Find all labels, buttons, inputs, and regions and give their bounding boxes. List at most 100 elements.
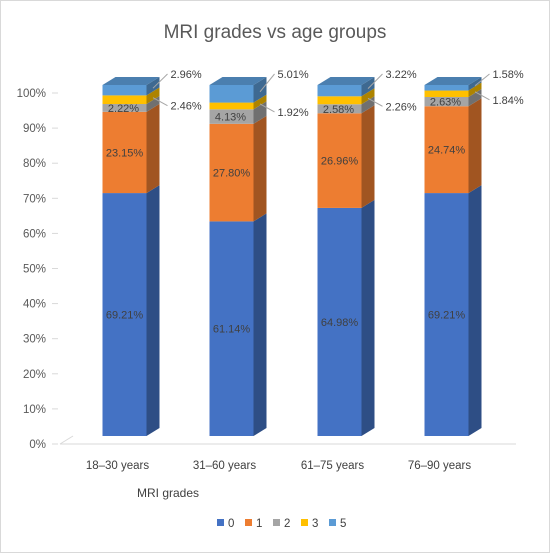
data-label: 27.80% xyxy=(213,168,251,180)
leader-line xyxy=(152,73,168,89)
bar-segment-0 xyxy=(209,221,254,436)
y-tick-label: 60% xyxy=(23,228,46,240)
bar-segment-1 xyxy=(209,123,254,222)
bar-segment-3 xyxy=(424,90,469,98)
bar-segment-side-3 xyxy=(253,94,267,110)
data-label: 2.63% xyxy=(430,97,461,109)
y-tick-label: 10% xyxy=(23,404,46,416)
bar-segment-0 xyxy=(424,193,469,436)
y-tick-label: 90% xyxy=(23,123,46,135)
bar-segment-side-3 xyxy=(468,82,482,98)
data-label: 1.84% xyxy=(493,95,524,107)
leader-line xyxy=(474,73,490,87)
leader-line xyxy=(259,73,275,93)
legend-label: 2 xyxy=(284,518,290,530)
bar-segment-side-0 xyxy=(253,213,267,436)
legend-swatch xyxy=(273,519,280,526)
bar-segment-3 xyxy=(209,102,254,110)
axis-lines xyxy=(59,435,516,445)
bar-segment-side-3 xyxy=(361,88,375,105)
data-label: 3.22% xyxy=(386,69,417,81)
bar-segment-side-5 xyxy=(468,77,482,91)
bar-segment-side-1 xyxy=(361,105,375,208)
bar-segment-side-5 xyxy=(146,77,160,96)
x-category-label: 18–30 years xyxy=(86,460,150,472)
data-label: 2.26% xyxy=(386,101,417,113)
floor-edge-left xyxy=(59,435,74,445)
bar-stack xyxy=(317,77,375,436)
data-label: 1.58% xyxy=(493,69,524,81)
bar-segment-side-0 xyxy=(146,185,160,436)
leader-line xyxy=(474,91,490,101)
data-label: 2.46% xyxy=(171,101,202,113)
data-label: 69.21% xyxy=(106,310,144,322)
bar-top-5 xyxy=(209,77,267,85)
x-category-label: 61–75 years xyxy=(301,460,365,472)
bar-segment-1 xyxy=(424,106,469,194)
bar-segment-2 xyxy=(424,97,469,107)
bar-segment-side-5 xyxy=(361,77,375,97)
y-tick-label: 0% xyxy=(29,439,46,451)
legend: 0 1 2 3 5 xyxy=(217,518,346,530)
bar-segment-side-3 xyxy=(146,87,160,105)
y-tick-label: 70% xyxy=(23,193,46,205)
bar-segment-side-2 xyxy=(253,101,267,124)
data-label: 69.21% xyxy=(428,310,466,322)
data-labels: 69.21% 23.15% 2.22% 2.46% 2.96% 61.14% 27.80% 4… xyxy=(106,69,524,336)
bar-segment-side-1 xyxy=(468,98,482,194)
x-axis-title: MRI grades xyxy=(137,486,199,500)
bar-segment-2 xyxy=(209,109,254,124)
x-axis-categories: 18–30 years 31–60 years 61–75 years 76–90 y… xyxy=(86,460,472,472)
bar-segment-1 xyxy=(102,111,147,194)
bar-segment-side-1 xyxy=(146,103,160,194)
y-tick-label: 30% xyxy=(23,334,46,346)
bar-segment-0 xyxy=(102,193,147,436)
bar-segment-side-0 xyxy=(361,199,375,436)
bars xyxy=(102,77,482,436)
bar-stack xyxy=(209,77,267,436)
legend-label: 3 xyxy=(312,518,318,530)
y-axis-ticks: 0% 10% 20% 30% 40% 50% 60% 70% 80% 90% 100% xyxy=(17,88,58,451)
bar-segment-side-0 xyxy=(468,185,482,436)
data-label: 5.01% xyxy=(278,69,309,81)
bar-segment-side-5 xyxy=(253,77,267,103)
x-category-label: 76–90 years xyxy=(408,460,472,472)
data-label: 23.15% xyxy=(106,147,144,159)
data-label: 24.74% xyxy=(428,145,466,157)
bar-segment-0 xyxy=(317,207,362,436)
bar-segment-3 xyxy=(102,95,147,105)
y-tick-label: 40% xyxy=(23,299,46,311)
bar-top-5 xyxy=(102,77,160,85)
chart-title: MRI grades vs age groups xyxy=(164,22,387,43)
bar-segment-3 xyxy=(317,96,362,105)
legend-swatch xyxy=(245,519,252,526)
data-label: 2.58% xyxy=(323,104,354,116)
y-tick-label: 100% xyxy=(17,88,46,100)
leader-line xyxy=(367,97,383,107)
y-tick-label: 50% xyxy=(23,264,46,276)
data-label: 64.98% xyxy=(321,317,359,329)
bar-top-5 xyxy=(424,77,482,85)
bar-segment-2 xyxy=(102,104,147,112)
bar-segment-5 xyxy=(102,85,147,96)
leader-line xyxy=(259,103,275,113)
bar-top-5 xyxy=(317,77,375,85)
data-label: 26.96% xyxy=(321,156,359,168)
legend-label: 1 xyxy=(256,518,262,530)
leader-line xyxy=(152,97,168,107)
data-label: 1.92% xyxy=(278,107,309,119)
data-label: 4.13% xyxy=(215,112,246,124)
data-label: 2.22% xyxy=(108,103,139,115)
data-label: 61.14% xyxy=(213,324,251,336)
y-tick-label: 80% xyxy=(23,158,46,170)
bar-segment-5 xyxy=(209,85,254,103)
legend-swatch xyxy=(329,519,336,526)
bar-segment-5 xyxy=(424,85,469,91)
data-label: 2.96% xyxy=(171,69,202,81)
bar-segment-1 xyxy=(317,113,362,208)
bar-stack xyxy=(424,77,482,436)
y-tick-label: 20% xyxy=(23,369,46,381)
bar-segment-side-1 xyxy=(253,115,267,222)
legend-swatch xyxy=(301,519,308,526)
